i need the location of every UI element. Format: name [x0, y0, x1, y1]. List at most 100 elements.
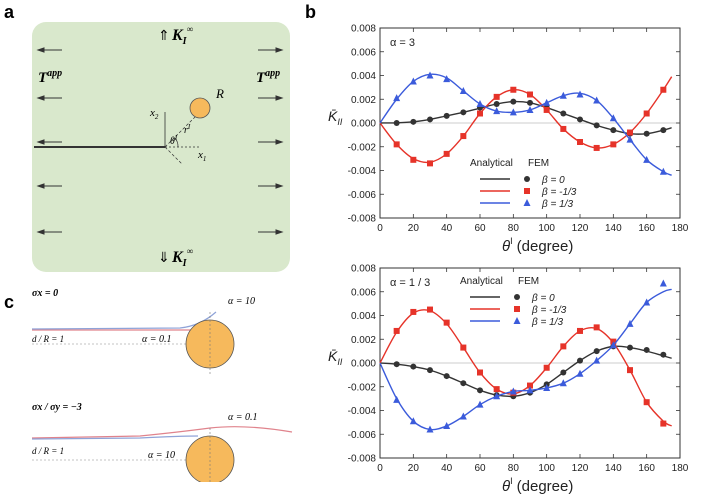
fem-point-square: [660, 420, 667, 427]
fem-point-triangle: [513, 317, 521, 324]
fem-point-triangle: [493, 107, 501, 115]
bottom-inclusion: [185, 435, 235, 482]
fem-point-circle: [477, 387, 483, 394]
radial-line: [164, 111, 201, 148]
fem-point-circle: [610, 127, 617, 134]
fem-point-square: [593, 144, 600, 151]
fem-point-triangle: [643, 298, 651, 306]
fem-point-triangle: [526, 105, 534, 113]
fem-point-triangle: [509, 387, 517, 395]
chart-alpha-1-3: -0.008 -0.006 -0.004 -0.002 0.000 0.002 0.004 0…: [328, 264, 689, 496]
y-tick-label: 0.004: [351, 311, 376, 322]
x2-label: x2: [149, 107, 159, 121]
fem-point-square: [443, 319, 450, 326]
fem-point-square: [577, 327, 583, 334]
local-axis: [164, 146, 183, 165]
fem-point-square: [477, 369, 483, 376]
fem-point-circle: [443, 373, 450, 380]
legend: Analytical FEM β = 0β = -1/3β = 1/3: [470, 158, 577, 210]
r-label: rI: [184, 123, 191, 136]
fem-point-square: [627, 129, 633, 136]
fem-point-triangle: [659, 279, 667, 287]
fem-point-triangle: [443, 75, 451, 83]
y-tick-label: 0.002: [351, 335, 376, 346]
panel-letter-c: c: [4, 292, 15, 312]
top-ratio-label: d / R = 1: [32, 334, 64, 344]
top-condition-label: σx = 0: [32, 288, 58, 299]
fem-point-triangle: [576, 369, 584, 377]
x-tick-label: 20: [408, 463, 420, 474]
fem-point-circle: [643, 130, 650, 137]
y-tick-label: 0.008: [351, 264, 376, 275]
y-tick-label: 0.004: [351, 71, 376, 82]
fem-point-triangle: [393, 94, 401, 102]
y-axis-label: K̄II: [328, 108, 343, 127]
crack-path-panel: σx = 0 α = 10 α = 0.1 d / R = 1 σx / σy …: [31, 288, 293, 482]
y-axis-label: K̄II: [328, 348, 343, 367]
legend-header-fem: FEM: [528, 158, 549, 169]
fem-point-triangle: [543, 98, 551, 106]
fem-point-square: [627, 367, 633, 374]
x-tick-label: 60: [474, 223, 486, 234]
x-tick-label: 160: [638, 223, 655, 234]
x-axis-label-sup: I: [510, 476, 513, 486]
bottom-alpha-high: α = 10: [148, 450, 175, 461]
x1-label: x1: [197, 149, 206, 163]
chart-annotation: α = 1 / 3: [390, 277, 430, 289]
fem-point-triangle: [659, 167, 667, 175]
left-traction-arrows: [36, 47, 62, 235]
fem-point-triangle: [593, 356, 601, 364]
fem-point-triangle: [523, 199, 531, 206]
fem-point-circle: [510, 98, 517, 105]
fem-point-square: [427, 160, 433, 167]
up-arrow: ⇑: [158, 27, 170, 43]
fem-point-triangle: [509, 108, 517, 116]
series-2: [379, 279, 672, 433]
fem-point-circle: [524, 176, 530, 182]
legend-header-fem: FEM: [518, 276, 539, 287]
x-tick-label: 120: [572, 223, 589, 234]
y-tick-label: 0.008: [351, 24, 376, 35]
x-tick-label: 80: [508, 463, 520, 474]
y-tick-label: -0.008: [348, 214, 377, 225]
fem-point-triangle: [493, 392, 501, 400]
x-tick-label: 140: [605, 463, 622, 474]
fem-point-triangle: [443, 421, 451, 429]
x-tick-label: 60: [474, 463, 486, 474]
x-axis-label-sup: I: [510, 236, 513, 246]
y-tick-label: -0.002: [348, 382, 377, 393]
bottom-ratio-label: d / R = 1: [32, 446, 64, 456]
k-top-label: KI∞: [171, 24, 193, 47]
t-app-right-label: Tapp: [256, 68, 280, 86]
x-tick-label: 80: [508, 223, 520, 234]
fem-point-triangle: [393, 395, 401, 403]
fem-point-square: [560, 125, 567, 132]
x-tick-label: 140: [605, 223, 622, 234]
top-alpha-high: α = 10: [228, 296, 255, 307]
x-tick-label: 0: [377, 463, 383, 474]
fem-point-circle: [460, 380, 467, 387]
fem-point-square: [393, 141, 400, 148]
y-tick-label: -0.006: [348, 190, 377, 201]
fem-point-square: [593, 324, 600, 331]
fem-point-triangle: [609, 114, 617, 122]
legend-entry-label: β = 1/3: [541, 199, 573, 210]
fem-point-square: [493, 93, 500, 100]
fem-point-square: [527, 382, 533, 389]
legend-entry-label: β = 0: [541, 175, 565, 186]
fem-point-circle: [393, 120, 400, 126]
y-tick-label: -0.002: [348, 142, 377, 153]
t-app-left-label: Tapp: [38, 68, 62, 86]
fem-point-circle: [577, 357, 583, 364]
chart-alpha-3: -0.008 -0.006 -0.004 -0.002 0.000 0.002 0.004 0…: [328, 24, 689, 256]
fem-point-triangle: [426, 425, 434, 433]
legend-header-analytical: Analytical: [470, 158, 513, 169]
fem-point-square: [610, 141, 617, 148]
fem-point-triangle: [543, 383, 551, 391]
analytical-line: [379, 73, 672, 176]
fem-point-triangle: [476, 100, 484, 107]
x-axis-label-main: θ: [502, 238, 510, 255]
fem-point-triangle: [426, 71, 434, 79]
fem-point-circle: [560, 369, 567, 376]
fem-point-square: [643, 110, 650, 117]
